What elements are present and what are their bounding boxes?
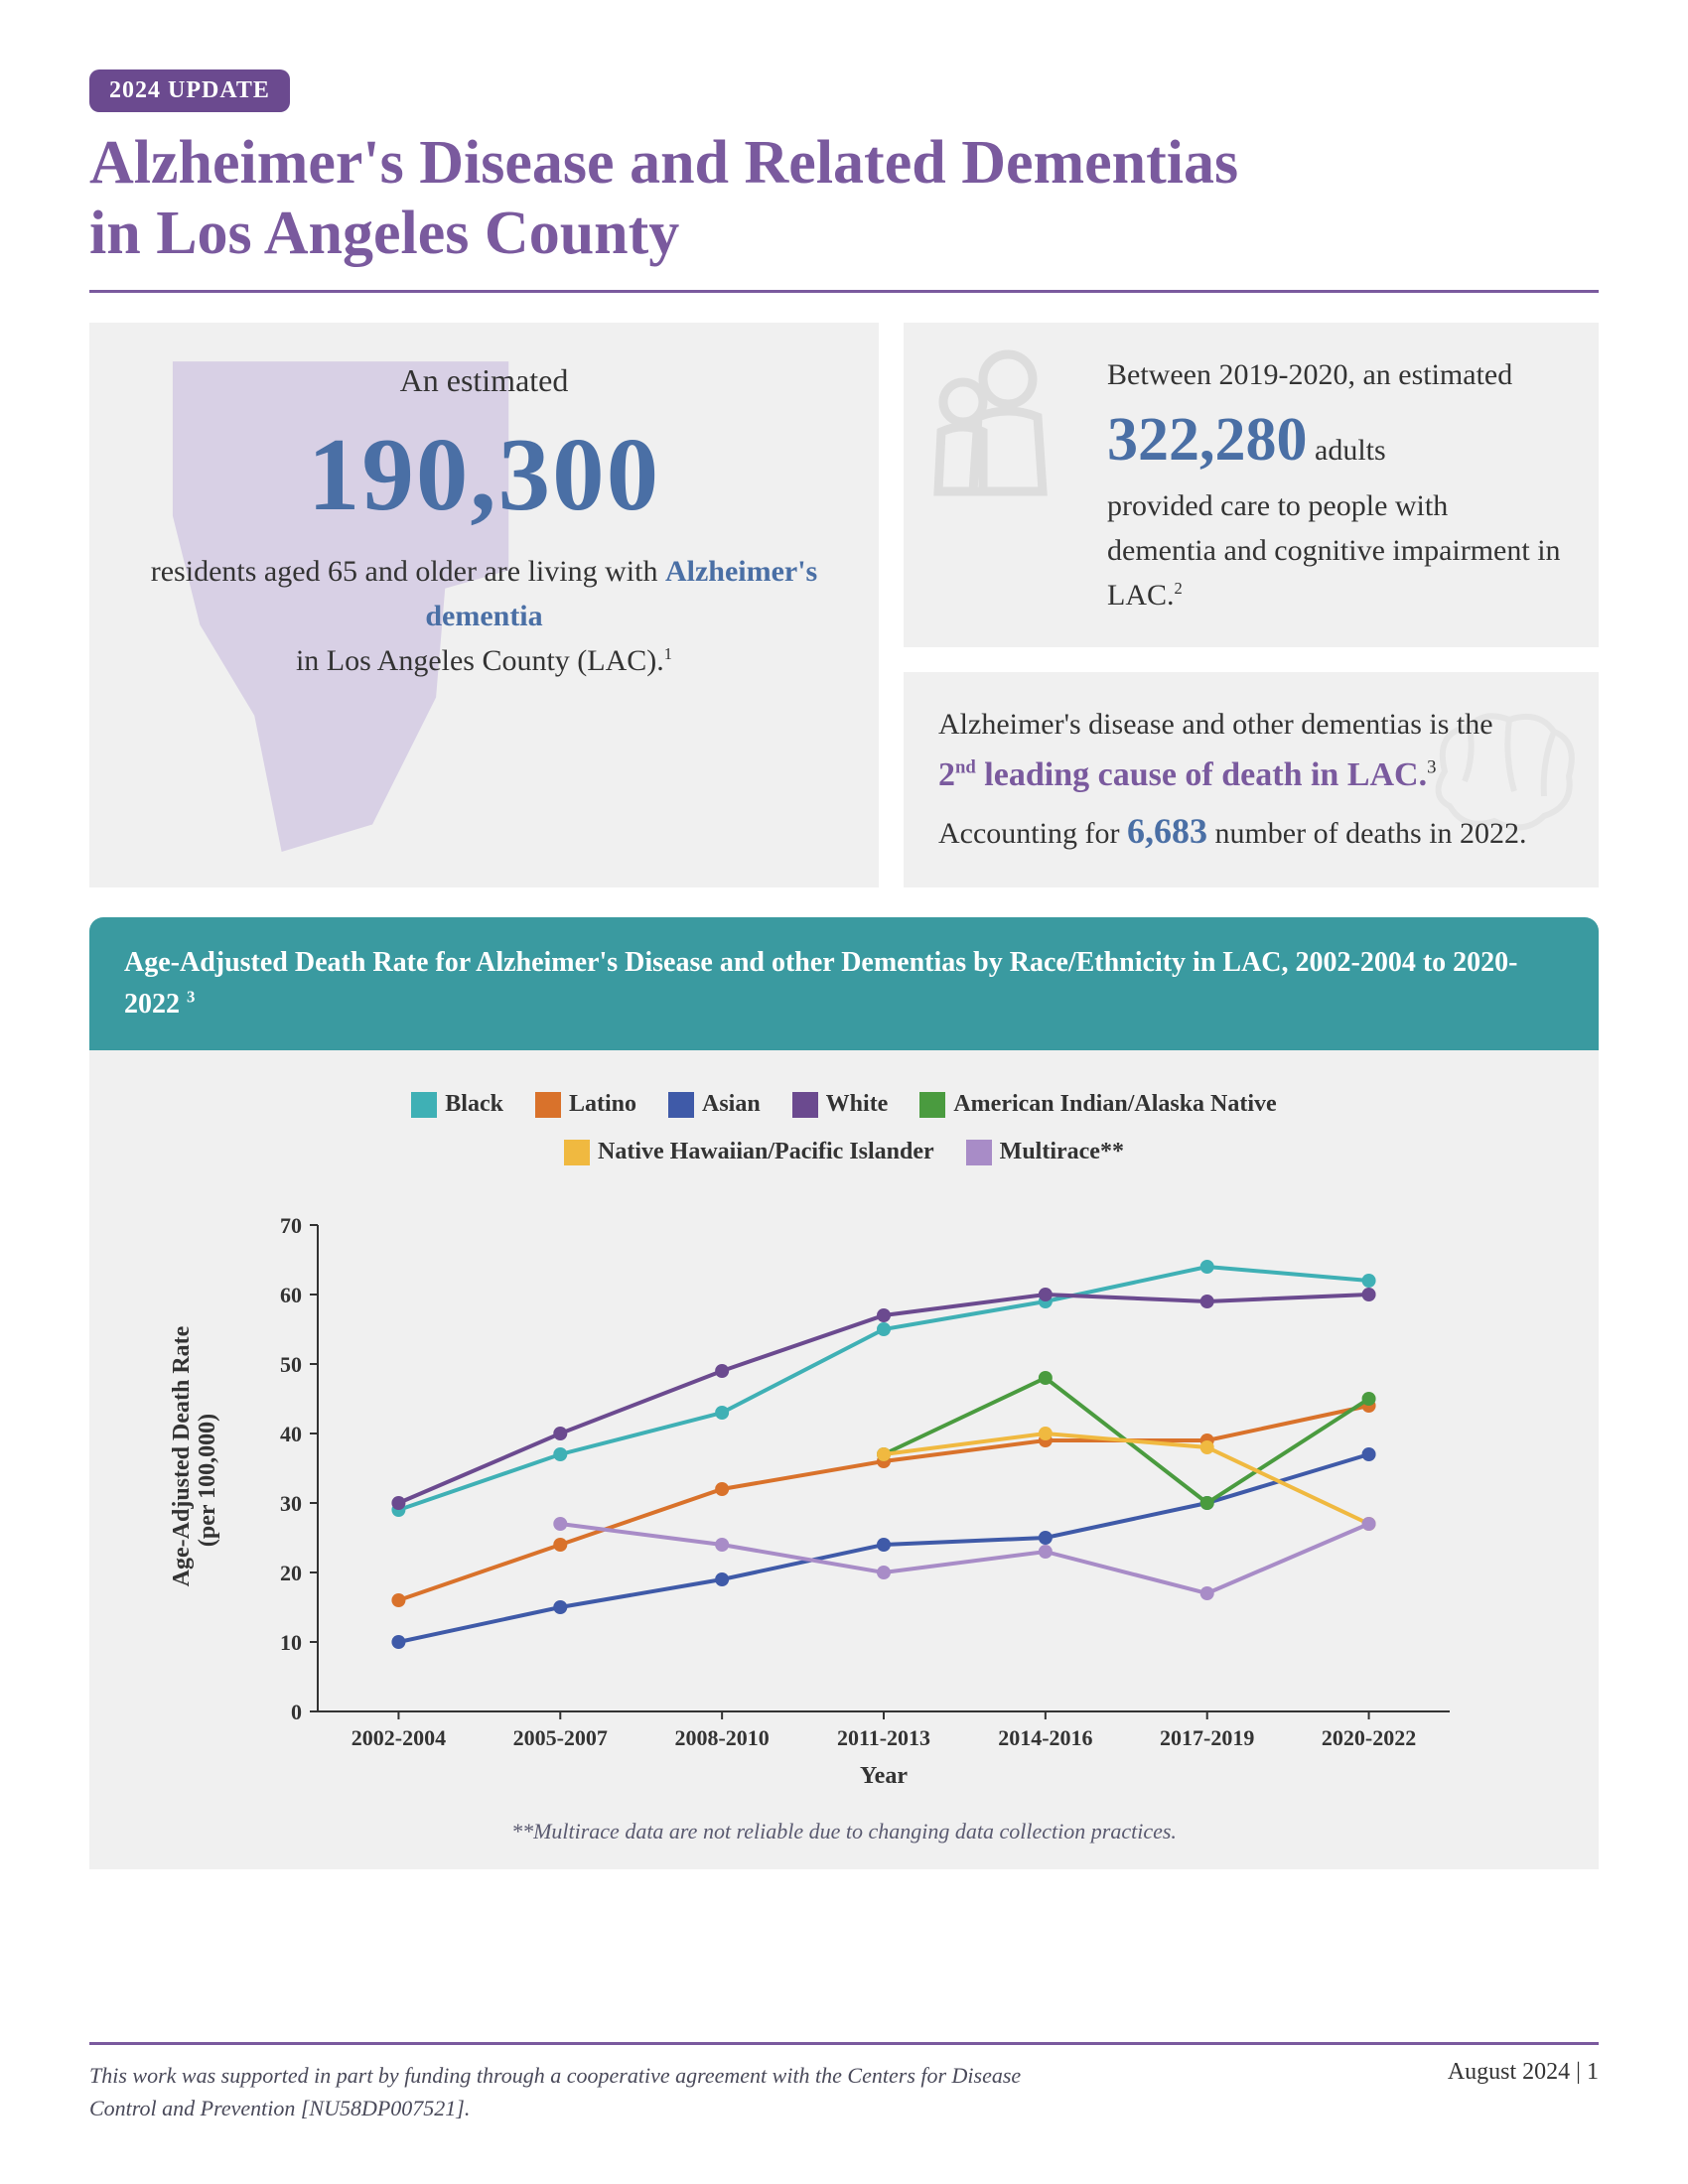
- svg-text:70: 70: [280, 1213, 302, 1238]
- legend-item: White: [792, 1080, 889, 1128]
- svg-text:2011-2013: 2011-2013: [837, 1725, 930, 1750]
- svg-text:Year: Year: [860, 1763, 908, 1789]
- stat3-highlight: 2nd leading cause of death in LAC.3: [938, 756, 1564, 794]
- legend-item: Asian: [668, 1080, 761, 1128]
- svg-text:10: 10: [280, 1630, 302, 1655]
- people-icon: [923, 347, 1062, 496]
- page-title: Alzheimer's Disease and Related Dementia…: [89, 128, 1599, 293]
- legend-swatch: [792, 1092, 818, 1118]
- svg-text:2008-2010: 2008-2010: [674, 1725, 769, 1750]
- page-footer: This work was supported in part by fundi…: [89, 2042, 1599, 2124]
- stats-row: An estimated 190,300 residents aged 65 a…: [89, 323, 1599, 887]
- svg-text:2014-2016: 2014-2016: [998, 1725, 1092, 1750]
- legend-item: American Indian/Alaska Native: [919, 1080, 1276, 1128]
- chart-body: Black Latino Asian White American Indian/Ala…: [89, 1050, 1599, 1869]
- stat2-body: provided care to people with dementia an…: [1107, 483, 1564, 617]
- stat-caregivers-panel: Between 2019-2020, an estimated 322,280 …: [904, 323, 1599, 647]
- stat2-after: adults: [1308, 434, 1386, 467]
- update-badge: 2024 UPDATE: [89, 69, 290, 112]
- svg-text:2020-2022: 2020-2022: [1322, 1725, 1416, 1750]
- svg-text:2017-2019: 2017-2019: [1160, 1725, 1254, 1750]
- footer-credit: This work was supported in part by fundi…: [89, 2059, 1043, 2124]
- legend-swatch: [411, 1092, 437, 1118]
- svg-text:30: 30: [280, 1491, 302, 1516]
- legend-swatch: [668, 1092, 694, 1118]
- legend-swatch: [564, 1140, 590, 1165]
- stat-right-column: Between 2019-2020, an estimated 322,280 …: [904, 323, 1599, 887]
- chart-header: Age-Adjusted Death Rate for Alzheimer's …: [89, 917, 1599, 1050]
- legend-swatch: [919, 1092, 945, 1118]
- stat3-number: 6,683: [1127, 811, 1207, 851]
- svg-text:(per 100,000): (per 100,000): [195, 1413, 220, 1546]
- legend-item: Native Hawaiian/Pacific Islander: [564, 1128, 934, 1175]
- svg-text:20: 20: [280, 1561, 302, 1585]
- legend-item: Black: [411, 1080, 503, 1128]
- svg-text:Age-Adjusted Death Rate: Age-Adjusted Death Rate: [169, 1325, 195, 1586]
- chart-note: **Multirace data are not reliable due to…: [129, 1819, 1559, 1844]
- stat3-lead: Alzheimer's disease and other dementias …: [938, 702, 1564, 747]
- stat2-number: 322,280: [1107, 406, 1308, 474]
- legend-item: Multirace**: [966, 1128, 1124, 1175]
- legend-swatch: [535, 1092, 561, 1118]
- stat-residents-panel: An estimated 190,300 residents aged 65 a…: [89, 323, 879, 887]
- stat3-body: Accounting for 6,683 number of deaths in…: [938, 804, 1564, 858]
- stat1-body: residents aged 65 and older are living w…: [119, 549, 849, 683]
- svg-text:2005-2007: 2005-2007: [513, 1725, 608, 1750]
- legend-swatch: [966, 1140, 992, 1165]
- stat1-number: 190,300: [119, 414, 849, 534]
- title-line-2: in Los Angeles County: [89, 200, 679, 267]
- title-line-1: Alzheimer's Disease and Related Dementia…: [89, 129, 1238, 197]
- svg-text:2002-2004: 2002-2004: [352, 1725, 446, 1750]
- stat1-lead: An estimated: [119, 362, 849, 399]
- svg-text:60: 60: [280, 1283, 302, 1307]
- chart-legend: Black Latino Asian White American Indian/Ala…: [129, 1080, 1559, 1175]
- stat2-lead: Between 2019-2020, an estimated: [1107, 352, 1564, 397]
- svg-text:0: 0: [291, 1700, 302, 1724]
- stat-deaths-panel: Alzheimer's disease and other dementias …: [904, 672, 1599, 887]
- svg-text:40: 40: [280, 1422, 302, 1446]
- chart-section: Age-Adjusted Death Rate for Alzheimer's …: [89, 917, 1599, 1869]
- line-chart: 0 10 20 30 40 50 60 70 2002-2004 2005-2007 2008-20…: [149, 1185, 1539, 1801]
- svg-text:50: 50: [280, 1352, 302, 1377]
- legend-item: Latino: [535, 1080, 636, 1128]
- footer-page: August 2024 | 1: [1448, 2059, 1599, 2086]
